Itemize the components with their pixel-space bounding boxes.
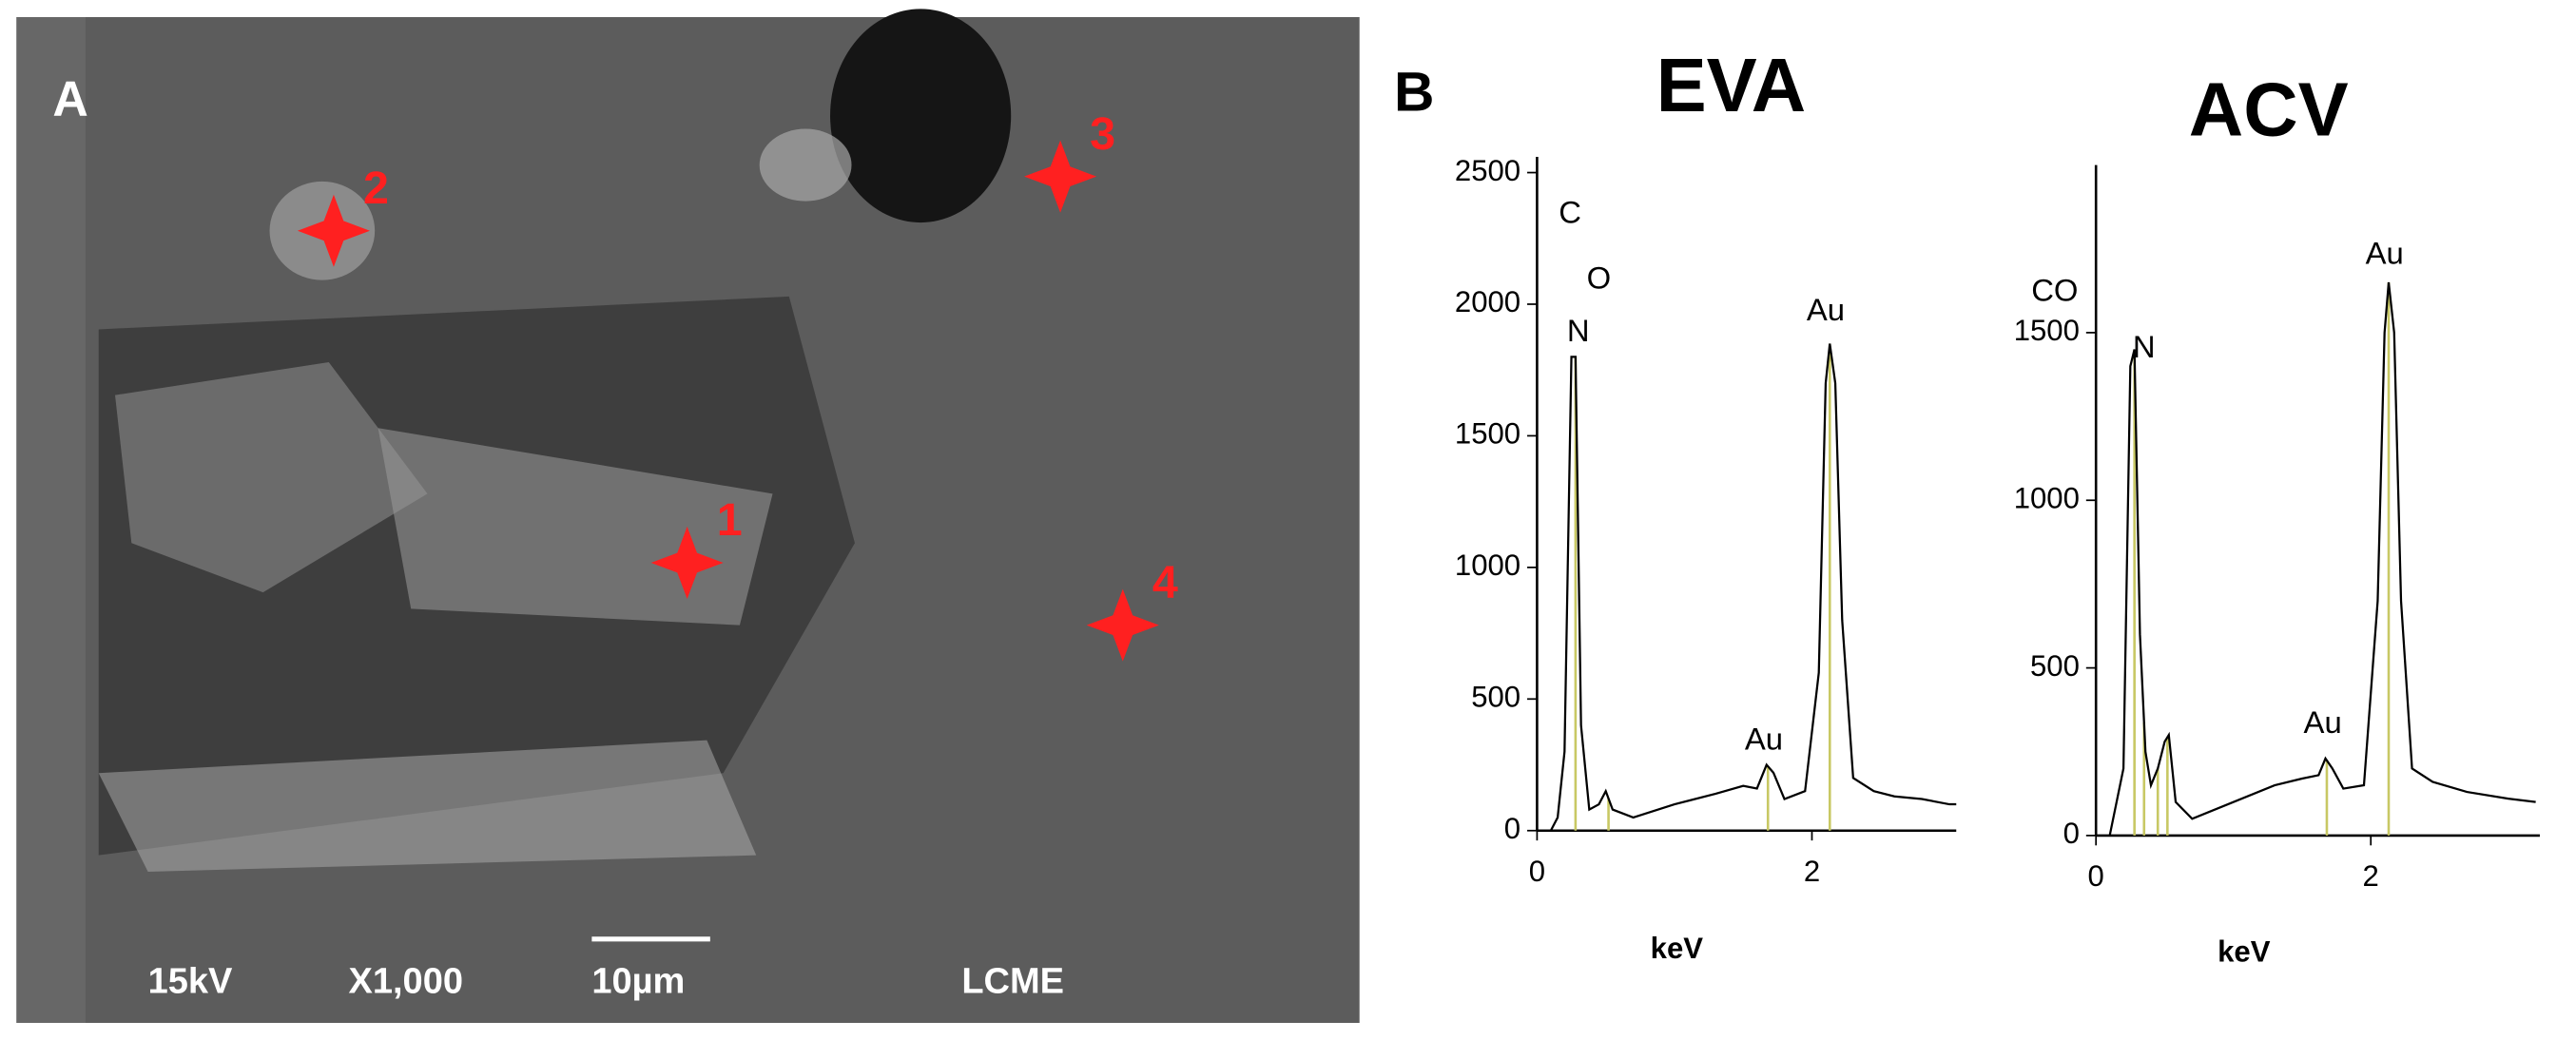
y-tick-label: 1500 bbox=[2014, 314, 2080, 347]
y-tick-label: 1500 bbox=[1455, 417, 1520, 451]
sem-crystal bbox=[115, 362, 428, 593]
point-label: 3 bbox=[1090, 108, 1115, 160]
sem-particle bbox=[759, 128, 852, 202]
peak-label: N bbox=[2133, 329, 2156, 364]
point-label: 1 bbox=[717, 494, 743, 546]
peak-label: Au bbox=[2304, 704, 2342, 740]
point-label: 4 bbox=[1152, 557, 1178, 608]
panel-letter: B bbox=[1394, 62, 1434, 124]
peak-label: Au bbox=[2366, 235, 2404, 270]
spectrum-line bbox=[2108, 281, 2536, 837]
panel-letter: A bbox=[52, 71, 87, 126]
sem-crystal bbox=[98, 740, 757, 872]
y-tick-label: 2500 bbox=[1455, 154, 1520, 187]
sem-footer: LCME bbox=[961, 962, 1064, 1002]
point-marker bbox=[650, 526, 724, 599]
sem-footer: X1,000 bbox=[349, 962, 464, 1002]
peak-label: Au bbox=[1807, 292, 1845, 327]
peak-label: O bbox=[1587, 260, 1612, 296]
y-tick-label: 500 bbox=[2030, 649, 2080, 683]
sem-crystal bbox=[378, 428, 773, 626]
x-axis-label: keV bbox=[1651, 932, 1704, 965]
sem-pore bbox=[830, 9, 1012, 223]
sem-footer: 10µm bbox=[591, 962, 685, 1002]
point-marker bbox=[1024, 140, 1097, 213]
sem-footer: 15kV bbox=[148, 962, 233, 1002]
y-tick-label: 1000 bbox=[1455, 549, 1520, 582]
sem-image: A 15kV X1,000 10µm LCME bbox=[16, 9, 1360, 1024]
y-tick-label: 1000 bbox=[2014, 481, 2080, 514]
peak-label: N bbox=[1567, 313, 1590, 348]
y-tick-label: 0 bbox=[2063, 817, 2080, 850]
spectrum-line bbox=[1549, 343, 1957, 832]
point-marker bbox=[297, 194, 370, 267]
x-axis-label: keV bbox=[2218, 935, 2271, 969]
x-tick-label: 2 bbox=[1804, 855, 1820, 888]
peak-label: C bbox=[1559, 195, 1581, 230]
point-marker bbox=[1086, 588, 1159, 662]
chart-title: EVA bbox=[1656, 43, 1807, 127]
chart-title: ACV bbox=[2189, 67, 2349, 152]
x-tick-label: 2 bbox=[2363, 859, 2379, 893]
peak-label: CO bbox=[2031, 272, 2078, 307]
x-tick-label: 0 bbox=[2088, 859, 2104, 893]
sem-edge bbox=[16, 16, 86, 1024]
x-tick-label: 0 bbox=[1529, 855, 1545, 888]
peak-label: Au bbox=[1745, 721, 1783, 756]
y-tick-label: 2000 bbox=[1455, 285, 1520, 318]
point-label: 2 bbox=[363, 163, 389, 214]
y-tick-label: 500 bbox=[1471, 681, 1520, 714]
y-tick-label: 0 bbox=[1504, 812, 1520, 845]
